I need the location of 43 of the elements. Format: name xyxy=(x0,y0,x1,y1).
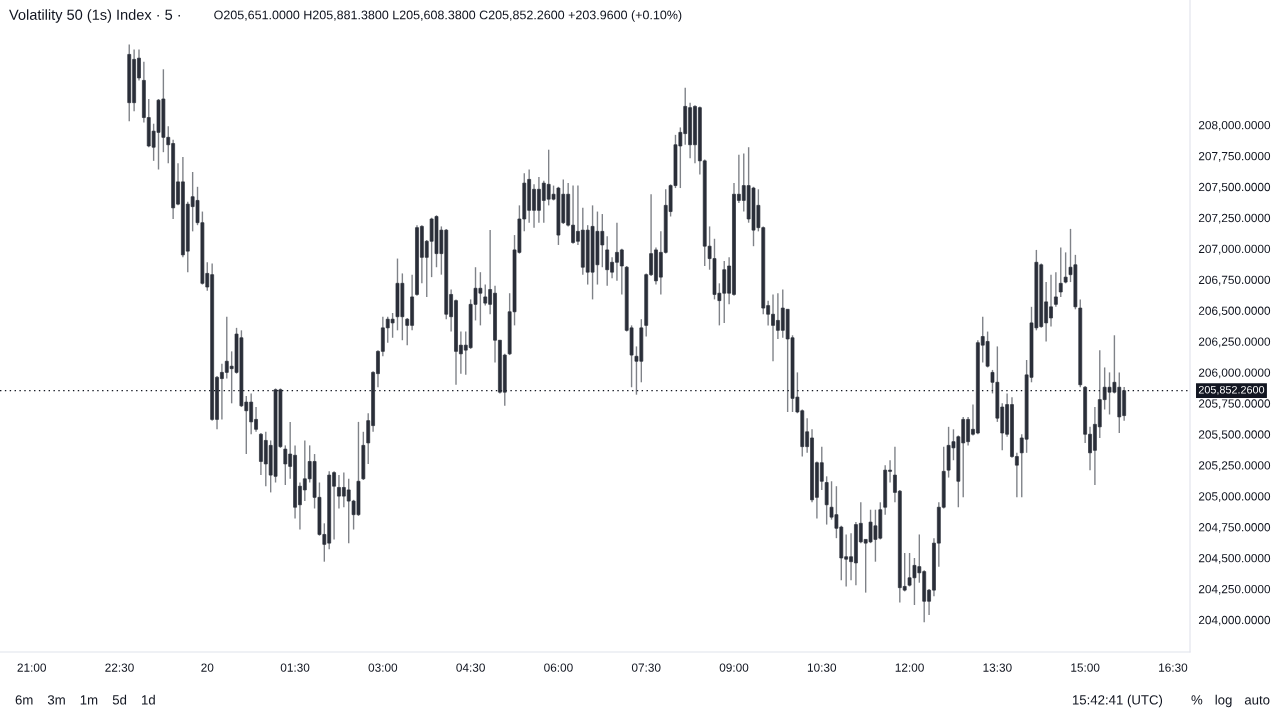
text: 1d xyxy=(142,694,155,705)
text: 15:42:41 (UTC) xyxy=(1072,694,1163,708)
x-tick-label: 13:30 xyxy=(983,663,1012,672)
y-tick-label: 206,500.0000 xyxy=(1198,306,1271,317)
x-tick-label: 07:30 xyxy=(631,663,661,672)
text: 5d xyxy=(112,694,127,705)
text: 1m xyxy=(80,695,98,705)
x-tick-label: 03:00 xyxy=(368,663,398,672)
y-tick-label: 208,000.0000 xyxy=(1198,120,1271,131)
text: auto xyxy=(1244,695,1270,705)
x-tick-label: 22:30 xyxy=(105,663,134,672)
text: log xyxy=(1215,694,1232,708)
text: Volatility 50 (1s) Index · 5 · xyxy=(9,9,180,23)
y-tick-label: 206,000.0000 xyxy=(1198,368,1271,379)
y-tick-label: 207,750.0000 xyxy=(1198,151,1271,162)
y-tick-label: 205,500.0000 xyxy=(1198,430,1271,441)
y-tick-label: 204,500.0000 xyxy=(1198,554,1271,564)
x-tick-label: 06:00 xyxy=(544,663,573,672)
x-tick-label: 20 xyxy=(201,663,214,672)
text: 3m xyxy=(47,695,65,705)
ref-line-label: 205,852.2600 xyxy=(1198,385,1265,395)
x-tick-label: 12:00 xyxy=(895,663,924,672)
y-tick-label: 207,000.0000 xyxy=(1198,244,1271,255)
text: % xyxy=(1191,695,1203,705)
y-tick-label: 204,750.0000 xyxy=(1198,523,1271,533)
y-tick-label: 205,250.0000 xyxy=(1198,461,1271,471)
y-tick-label: 204,250.0000 xyxy=(1198,584,1271,595)
text: 6m xyxy=(15,695,33,705)
x-tick-label: 10:30 xyxy=(807,663,837,672)
x-tick-label: 21:00 xyxy=(17,663,47,672)
y-tick-label: 206,750.0000 xyxy=(1198,275,1271,286)
y-tick-label: 205,750.0000 xyxy=(1198,399,1271,410)
x-tick-label: 15:00 xyxy=(1071,663,1100,672)
y-tick-label: 205,000.0000 xyxy=(1198,492,1271,502)
y-tick-label: 204,000.0000 xyxy=(1198,615,1271,626)
y-tick-label: 207,500.0000 xyxy=(1198,182,1271,193)
x-tick-label: 09:00 xyxy=(719,663,749,672)
y-tick-label: 206,250.0000 xyxy=(1198,337,1271,348)
x-tick-label: 16:30 xyxy=(1159,663,1188,672)
x-tick-label: 04:30 xyxy=(456,663,485,672)
x-tick-label: 01:30 xyxy=(280,663,310,672)
text: O205,651.0000 H205,881.3800 L205,608.3800 C205,852.2600 +203.9600 (+0.10%) xyxy=(214,10,682,22)
y-tick-label: 207,250.0000 xyxy=(1198,213,1271,224)
